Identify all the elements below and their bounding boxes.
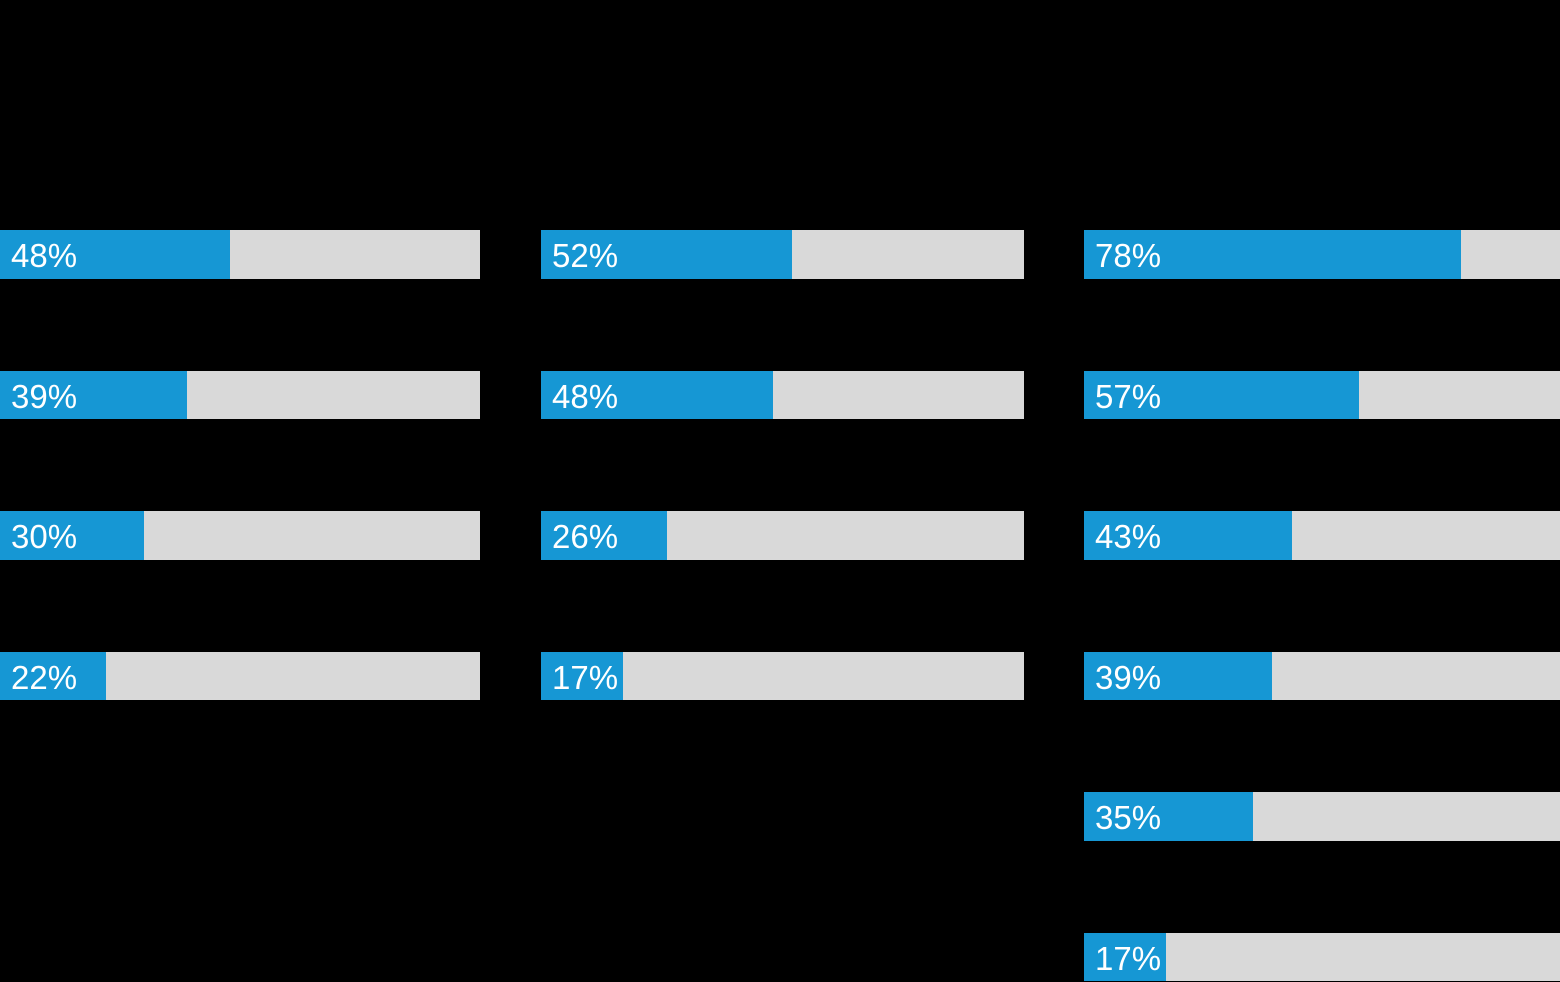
progress-fill: 26% [541, 511, 667, 560]
progress-bar: 22% [0, 651, 480, 700]
percentage-label: 17% [552, 658, 619, 696]
progress-fill: 30% [0, 511, 144, 560]
progress-fill: 48% [0, 230, 231, 279]
percentage-label: 39% [11, 377, 78, 415]
progress-fill: 39% [1084, 651, 1273, 700]
progress-fill: 17% [1084, 932, 1167, 981]
percentage-label: 39% [1095, 658, 1162, 696]
chart-column-3: 78% 57% 43% 39% 35% 17% [1084, 230, 1560, 982]
progress-bar: 39% [0, 370, 480, 419]
progress-bar: 30% [0, 511, 480, 560]
chart-column-1: 48% 39% 30% 22% [0, 230, 480, 982]
progress-bar: 48% [541, 370, 1024, 419]
percentage-label: 52% [552, 237, 619, 275]
progress-fill: 17% [541, 651, 624, 700]
progress-fill: 39% [0, 370, 188, 419]
chart-column-2: 52% 48% 26% 17% [541, 230, 1024, 982]
percentage-label: 17% [1095, 939, 1162, 977]
progress-bar: 52% [541, 230, 1024, 279]
progress-bar: 48% [0, 230, 480, 279]
progress-bar: 17% [541, 651, 1024, 700]
progress-fill: 22% [0, 651, 106, 700]
percentage-label: 48% [552, 377, 619, 415]
percentage-label: 30% [11, 518, 78, 556]
progress-bar: 43% [1084, 511, 1560, 560]
progress-bar: 35% [1084, 792, 1560, 841]
progress-bar: 57% [1084, 370, 1560, 419]
progress-fill: 48% [541, 370, 773, 419]
progress-bar: 78% [1084, 230, 1560, 279]
progress-fill: 35% [1084, 792, 1254, 841]
percentage-label: 35% [1095, 799, 1162, 837]
progress-fill: 43% [1084, 511, 1292, 560]
percentage-label: 26% [552, 518, 619, 556]
progress-fill: 57% [1084, 370, 1360, 419]
progress-fill: 52% [541, 230, 793, 279]
percentage-label: 43% [1095, 518, 1162, 556]
percentage-label: 22% [11, 658, 78, 696]
percentage-label: 57% [1095, 377, 1162, 415]
percentage-label: 78% [1095, 237, 1162, 275]
progress-bar: 26% [541, 511, 1024, 560]
percentage-label: 48% [11, 237, 78, 275]
progress-fill: 78% [1084, 230, 1461, 279]
progress-bar: 17% [1084, 932, 1560, 981]
progress-bar: 39% [1084, 651, 1560, 700]
